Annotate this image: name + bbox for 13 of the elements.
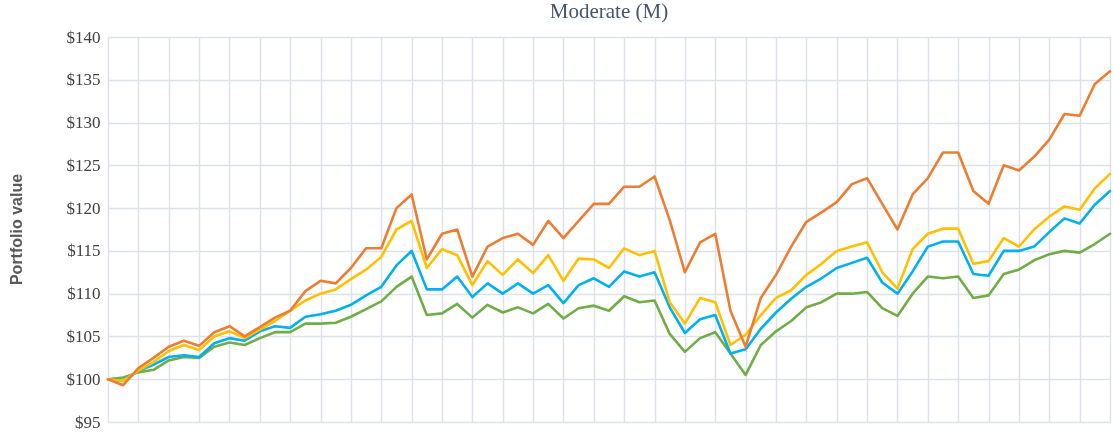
line-series — [106, 69, 1112, 387]
y-axis-title: Portfolio value — [7, 173, 25, 286]
y-tick-label: $100 — [66, 369, 101, 389]
chart-title: Moderate (M) — [549, 0, 669, 23]
y-tick-label: $130 — [66, 113, 101, 133]
y-tick-label: $135 — [66, 70, 101, 90]
y-tick-label: $125 — [66, 155, 101, 175]
y-tick-label: $140 — [66, 27, 101, 47]
y-tick-label: $120 — [66, 198, 101, 218]
y-tick-label: $95 — [75, 412, 101, 432]
y-tick-label: $105 — [66, 326, 101, 346]
y-tick-label: $115 — [67, 241, 101, 261]
y-tick-label: $110 — [67, 284, 101, 304]
